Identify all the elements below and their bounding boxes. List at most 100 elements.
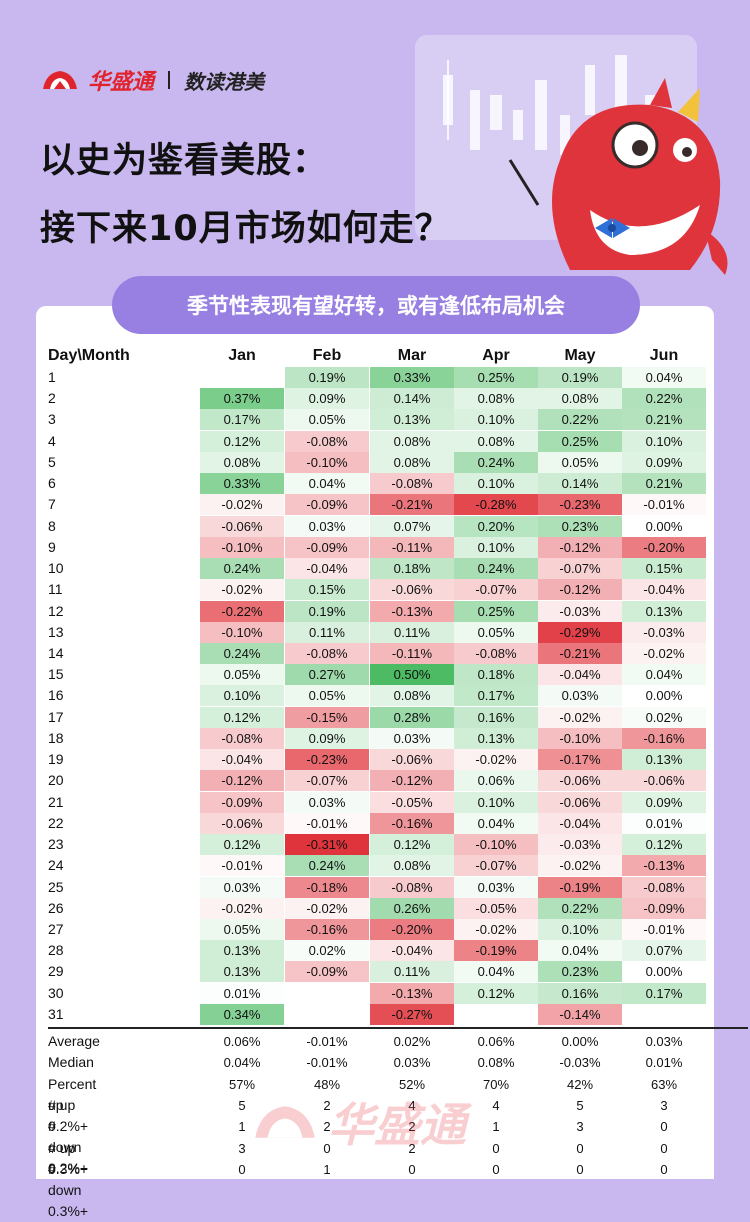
heatmap-cell: -0.06% [370, 579, 454, 601]
month-header-jun: Jun [649, 347, 679, 364]
heatmap-cell: -0.06% [370, 749, 454, 771]
heatmap-cell: 0.07% [370, 515, 454, 537]
day-label: 10 [48, 560, 64, 577]
summary-value: -0.03% [559, 1055, 601, 1071]
heatmap-cell: 0.17% [622, 982, 706, 1004]
summary-value: 0 [576, 1140, 584, 1156]
heatmap-cell: 0.03% [200, 876, 284, 898]
day-label: 17 [48, 708, 64, 725]
heatmap-cell: 0.08% [200, 451, 284, 473]
summary-value: 70% [482, 1076, 510, 1092]
heatmap-cell: 0.15% [285, 579, 369, 601]
heatmap-cell: -0.09% [285, 961, 369, 983]
heatmap-cell: 0.13% [200, 961, 284, 983]
heatmap-cell: -0.04% [285, 558, 369, 580]
heatmap-cell: -0.09% [200, 791, 284, 813]
heatmap-cell: -0.19% [454, 940, 538, 962]
heatmap-cell: 0.10% [538, 918, 622, 940]
day-label: 14 [48, 644, 64, 661]
heatmap-cell: 0.08% [370, 855, 454, 877]
summary-value: 0.03% [393, 1055, 431, 1071]
heatmap-cell: 0.06% [454, 770, 538, 792]
heatmap-cell: 0.18% [454, 664, 538, 686]
summary-label: # up 0.2%+ [48, 1097, 89, 1135]
heatmap-cell: 0.07% [622, 940, 706, 962]
summary-value: 0 [660, 1161, 668, 1177]
heatmap-cell: 0.12% [622, 834, 706, 856]
day-label: 12 [48, 602, 64, 619]
day-label: 9 [48, 538, 56, 555]
day-label: 8 [48, 517, 56, 534]
heatmap-cell: -0.07% [454, 579, 538, 601]
heatmap-cell: 0.27% [285, 664, 369, 686]
summary-value: 0 [660, 1119, 668, 1135]
heatmap-cell: 0.15% [622, 558, 706, 580]
heatmap-cell: 0.01% [200, 982, 284, 1004]
heatmap-cell: -0.08% [454, 642, 538, 664]
heatmap-cell: 0.04% [454, 961, 538, 983]
heatmap-cell: -0.23% [285, 749, 369, 771]
heatmap-cell: -0.16% [370, 812, 454, 834]
day-label: 26 [48, 899, 64, 916]
heatmap-cell: -0.10% [285, 451, 369, 473]
heatmap-cell: 0.09% [622, 791, 706, 813]
heatmap-cell: 0.19% [538, 367, 622, 388]
summary-value: 0 [576, 1161, 584, 1177]
day-label: 5 [48, 453, 56, 470]
heatmap-cell: 0.37% [200, 388, 284, 410]
day-label: 18 [48, 729, 64, 746]
day-label: 25 [48, 878, 64, 895]
summary-divider [48, 1027, 748, 1030]
day-label: 2 [48, 390, 56, 407]
summary-value: 0.01% [645, 1055, 683, 1071]
heatmap-cell: -0.07% [538, 558, 622, 580]
heatmap-cell: 0.14% [370, 388, 454, 410]
heatmap-cell: 0.05% [454, 621, 538, 643]
heatmap-cell: -0.12% [200, 770, 284, 792]
heatmap-cell: -0.08% [285, 430, 369, 452]
heatmap-cell: 0.17% [200, 409, 284, 431]
day-label: 31 [48, 1005, 64, 1022]
heatmap-cell: 0.08% [454, 388, 538, 410]
summary-value: 2 [323, 1098, 331, 1114]
heatmap-cell: 0.13% [454, 727, 538, 749]
heatmap-cell: 0.34% [200, 1003, 284, 1025]
summary-value: 4 [492, 1098, 500, 1114]
heatmap-cell: 0.11% [370, 621, 454, 643]
heatmap-cell: 0.23% [538, 961, 622, 983]
heatmap-cell: 0.12% [370, 834, 454, 856]
heatmap-cell: -0.07% [454, 855, 538, 877]
heatmap-cell: 0.09% [285, 727, 369, 749]
heatmap-cell: -0.06% [538, 770, 622, 792]
summary-value: 0 [408, 1161, 416, 1177]
heatmap-cell: -0.02% [200, 897, 284, 919]
heatmap-cell: 0.13% [622, 600, 706, 622]
day-label: 7 [48, 496, 56, 513]
heatmap-cell: 0.04% [622, 664, 706, 686]
heatmap-cell: 0.20% [454, 515, 538, 537]
day-label: 19 [48, 751, 64, 768]
heatmap-cell: 0.16% [454, 706, 538, 728]
heatmap-cell: -0.02% [622, 642, 706, 664]
heatmap-cell: 0.08% [454, 430, 538, 452]
heatmap-cell: -0.01% [285, 812, 369, 834]
heatmap-cell: 0.23% [538, 515, 622, 537]
summary-value: 0.06% [223, 1034, 261, 1050]
summary-value: 1 [323, 1161, 331, 1177]
heatmap-cell: -0.21% [370, 494, 454, 516]
heatmap-cell: 0.24% [200, 558, 284, 580]
heatmap-cell: -0.16% [622, 727, 706, 749]
summary-value: 3 [660, 1098, 668, 1114]
heatmap-cell: 0.12% [200, 706, 284, 728]
heatmap-cell: 0.10% [454, 409, 538, 431]
summary-value: 2 [408, 1140, 416, 1156]
heatmap-cell: 0.24% [200, 642, 284, 664]
heatmap-cell: 0.08% [370, 430, 454, 452]
heatmap-cell: 0.11% [285, 621, 369, 643]
summary-value: 5 [238, 1098, 246, 1114]
heatmap-cell: -0.02% [454, 918, 538, 940]
day-label: 11 [48, 581, 63, 598]
day-label: 30 [48, 984, 64, 1001]
heatmap-cell: -0.08% [370, 876, 454, 898]
heatmap-cell: -0.10% [538, 727, 622, 749]
